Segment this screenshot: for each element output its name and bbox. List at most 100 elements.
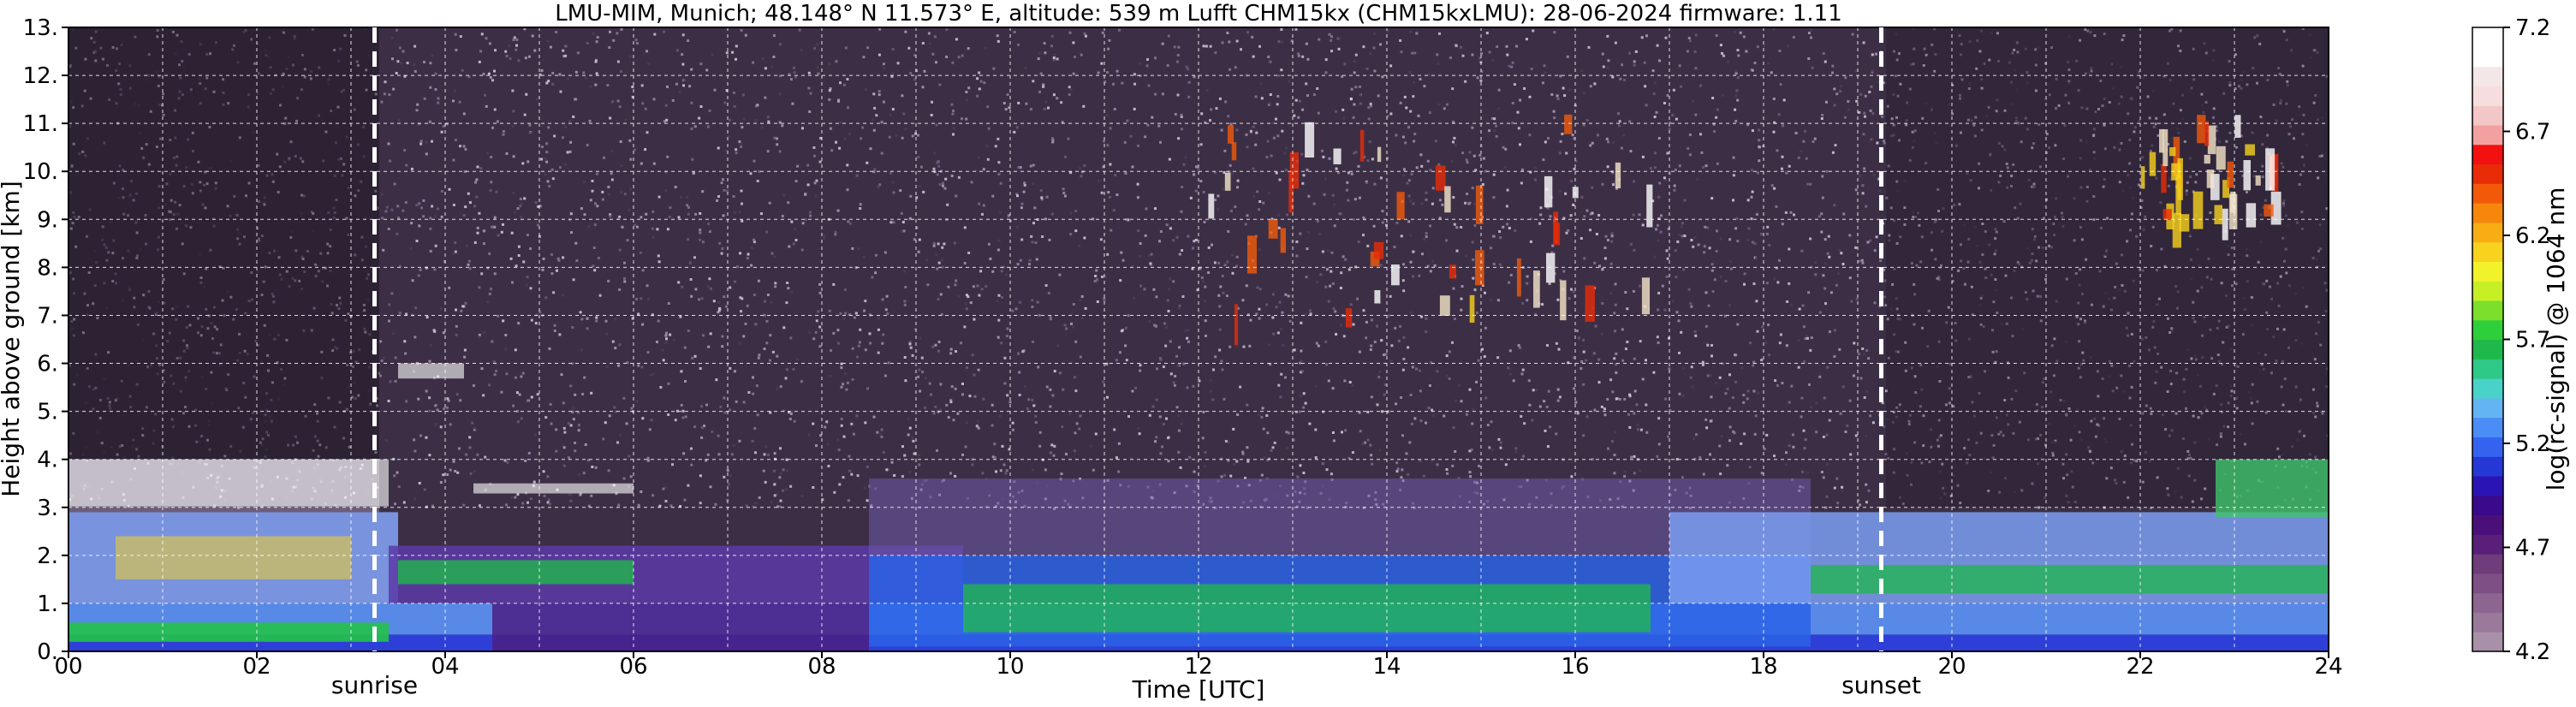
noise-speck [179,389,182,393]
noise-speck [168,506,171,508]
noise-speck [1519,98,1522,102]
noise-speck [1651,199,1655,203]
noise-speck [1582,92,1585,95]
noise-speck [1847,108,1850,111]
noise-speck [629,187,632,191]
noise-speck [2256,400,2259,403]
noise-speck [770,252,774,255]
noise-speck [1094,275,1098,277]
noise-speck [1613,312,1616,315]
noise-speck [785,458,788,461]
noise-speck [265,49,267,52]
noise-speck [464,205,467,209]
noise-speck [1963,447,1966,450]
noise-speck [1557,348,1561,351]
noise-speck [848,454,851,458]
noise-speck [562,136,564,140]
noise-speck [779,447,782,450]
noise-speck [753,294,756,296]
noise-speck [1657,308,1660,312]
noise-speck [1576,412,1580,415]
noise-speck [2248,390,2252,394]
noise-speck [485,104,488,108]
noise-speck [1424,315,1427,318]
noise-speck [2193,320,2197,324]
noise-speck [1974,116,1978,119]
noise-speck [2054,216,2056,219]
noise-speck [1945,321,1948,324]
noise-speck [2049,246,2053,249]
noise-speck [1341,431,1343,434]
noise-speck [839,81,842,85]
noise-speck [505,152,509,155]
noise-speck [1893,333,1895,336]
noise-speck [368,365,371,369]
noise-speck [833,490,836,494]
noise-speck [1402,289,1406,293]
noise-speck [1062,388,1065,391]
noise-speck [1236,306,1240,310]
noise-speck [1023,181,1026,185]
noise-speck [336,347,339,350]
noise-speck [991,403,994,407]
noise-speck [1261,407,1264,410]
noise-speck [69,100,73,104]
noise-speck [727,483,730,486]
noise-speck [1425,232,1428,235]
noise-speck [1633,60,1636,63]
noise-speck [996,248,1000,252]
noise-speck [1461,285,1464,288]
noise-speck [278,165,282,169]
noise-speck [961,453,964,456]
noise-speck [971,463,974,466]
noise-speck [1187,235,1190,238]
noise-speck [1110,229,1113,232]
noise-speck [1589,85,1592,88]
noise-speck [2186,348,2190,352]
noise-speck [2164,428,2168,431]
noise-speck [1655,228,1658,231]
noise-speck [788,418,792,420]
noise-speck [2007,423,2010,426]
noise-speck [2243,443,2246,446]
noise-speck [1252,125,1255,128]
noise-speck [1050,45,1053,48]
noise-speck [1293,114,1296,117]
noise-speck [1757,391,1760,395]
noise-speck [1962,267,1966,270]
noise-speck [1611,170,1615,174]
noise-speck [1395,134,1398,137]
noise-speck [2295,221,2299,224]
noise-speck [1330,50,1333,53]
noise-speck [1101,275,1104,278]
noise-speck [1260,416,1264,419]
noise-speck [899,189,902,193]
noise-speck [1841,485,1844,489]
noise-speck [545,142,549,146]
noise-speck [1032,163,1035,167]
noise-speck [1892,93,1895,96]
noise-speck [862,256,866,258]
noise-speck [2024,116,2027,120]
noise-speck [555,31,558,33]
noise-speck [788,73,791,76]
noise-speck [338,296,342,300]
noise-speck [594,83,598,86]
noise-speck [1124,172,1127,175]
noise-speck [828,309,831,312]
noise-speck [1529,217,1532,221]
noise-speck [1693,235,1697,239]
noise-speck [2291,118,2293,122]
noise-speck [1476,76,1479,80]
noise-speck [1999,175,2002,177]
noise-speck [1420,315,1423,318]
noise-speck [571,410,574,413]
noise-speck [176,33,179,37]
noise-speck [2282,165,2285,169]
noise-speck [699,474,702,478]
noise-speck [468,446,472,449]
noise-speck [312,306,316,310]
noise-speck [504,334,508,336]
noise-speck [2298,105,2301,109]
noise-speck [681,285,684,288]
